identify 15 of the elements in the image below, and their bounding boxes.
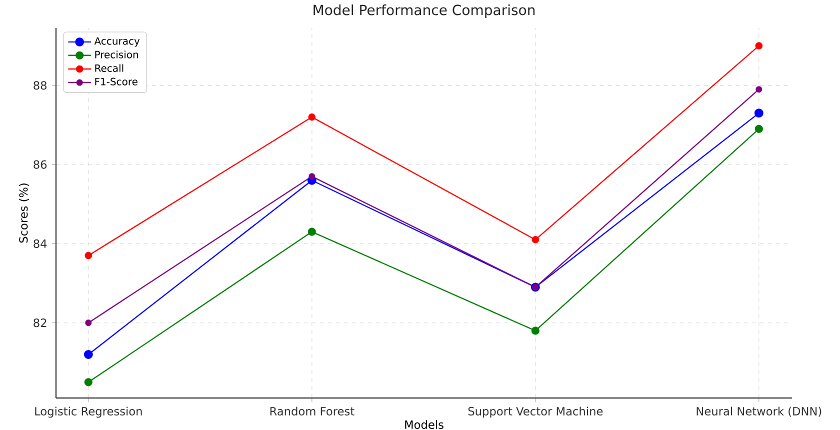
y-tick-label: 86 bbox=[34, 160, 47, 169]
chart-title: Model Performance Comparison bbox=[314, 4, 535, 18]
x-tick-label: Logistic Regression bbox=[35, 406, 142, 418]
legend-label: Precision bbox=[95, 50, 138, 58]
x-tick-label: Random Forest bbox=[270, 406, 354, 416]
x-tick-label: Neural Network (DNN) bbox=[696, 406, 822, 417]
x-axis-title: Models bbox=[405, 420, 444, 429]
y-axis-title: Scores (%) bbox=[18, 184, 30, 243]
legend-label: Recall bbox=[95, 64, 124, 72]
x-tick-label: Support Vector Machine bbox=[468, 406, 603, 418]
y-tick-label: 84 bbox=[34, 239, 47, 248]
legend-label: Accuracy bbox=[94, 37, 140, 47]
y-tick-label: 82 bbox=[34, 318, 46, 328]
legend-label: F1-Score bbox=[95, 78, 138, 86]
y-tick-label: 88 bbox=[34, 81, 47, 90]
